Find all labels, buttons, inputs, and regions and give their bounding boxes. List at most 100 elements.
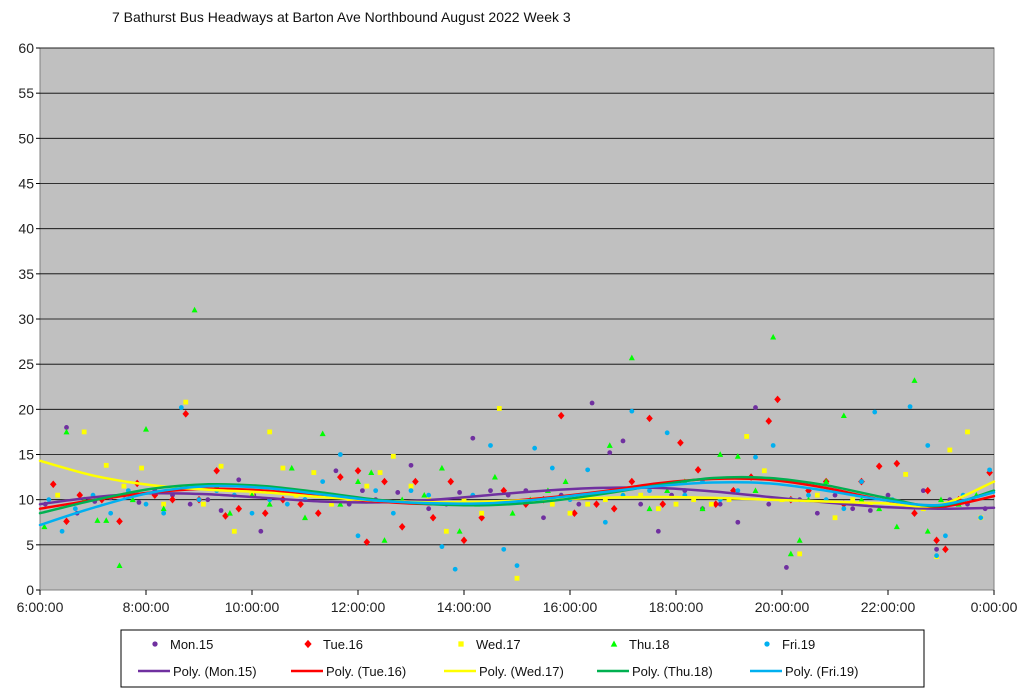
data-point: [191, 306, 198, 313]
data-point: [607, 450, 613, 456]
y-tick-label: 55: [18, 85, 34, 101]
data-point: [284, 501, 290, 507]
data-point: [832, 515, 838, 521]
data-point: [116, 517, 123, 526]
data-point: [655, 528, 661, 534]
data-point: [421, 491, 428, 498]
data-point: [858, 496, 865, 503]
legend-item: Poly. (Wed.17): [444, 664, 564, 679]
data-point: [924, 528, 931, 534]
data-point: [320, 479, 326, 484]
data-point: [549, 501, 555, 507]
legend-item: Thu.18: [610, 637, 669, 652]
legend-item: Poly. (Thu.18): [597, 664, 713, 679]
data-point: [258, 528, 264, 534]
data-point: [766, 501, 772, 507]
data-point: [182, 410, 190, 418]
data-point: [646, 414, 653, 423]
data-point: [606, 442, 613, 448]
y-tick-label: 15: [18, 447, 34, 463]
data-point: [673, 501, 679, 507]
data-point: [677, 438, 684, 447]
data-point: [903, 471, 909, 477]
data-point: [907, 404, 913, 410]
data-point: [390, 453, 396, 459]
data-point: [302, 514, 308, 521]
data-point: [311, 470, 317, 475]
data-point: [841, 506, 847, 512]
data-point: [850, 497, 856, 503]
legend-label: Thu.18: [629, 637, 669, 652]
data-point: [447, 477, 455, 486]
legend-label: Poly. (Fri.19): [785, 664, 858, 679]
data-point: [395, 490, 401, 495]
data-point: [978, 515, 984, 521]
data-point: [280, 465, 286, 471]
data-point: [456, 528, 463, 534]
data-point: [377, 470, 383, 475]
data-point: [942, 545, 949, 554]
data-point: [319, 430, 326, 437]
data-point: [567, 510, 573, 516]
data-point: [655, 506, 661, 512]
data-point: [850, 506, 856, 512]
data-point: [59, 528, 65, 534]
data-point: [875, 462, 883, 471]
data-point: [236, 477, 242, 483]
x-tick-label: 18:00:00: [649, 599, 704, 615]
data-point: [55, 492, 61, 498]
data-point: [774, 395, 781, 404]
data-point: [557, 411, 565, 420]
data-point: [562, 478, 569, 484]
data-point: [160, 505, 167, 512]
data-point: [699, 505, 706, 512]
y-tick-label: 30: [18, 311, 34, 327]
data-point: [81, 429, 87, 435]
data-point: [63, 517, 70, 526]
data-point: [408, 488, 414, 494]
data-point: [761, 468, 767, 474]
data-point: [514, 575, 520, 581]
data-point: [49, 480, 57, 489]
data-point: [213, 466, 220, 475]
data-point: [143, 501, 149, 507]
data-point: [628, 477, 636, 486]
legend-label: Poly. (Thu.18): [632, 664, 713, 679]
data-point: [491, 473, 498, 480]
data-point: [460, 536, 468, 545]
data-point: [196, 497, 202, 503]
data-point: [965, 429, 970, 435]
data-point: [859, 479, 864, 484]
data-point: [266, 500, 273, 507]
data-point: [408, 462, 414, 468]
y-tick-label: 35: [18, 266, 34, 282]
legend-label: Mon.15: [170, 637, 213, 652]
data-point: [629, 408, 635, 414]
data-point: [708, 501, 714, 507]
data-point: [638, 501, 644, 507]
data-point: [752, 487, 759, 494]
data-point: [806, 492, 811, 498]
data-point: [753, 454, 758, 460]
data-point: [116, 562, 123, 569]
data-point: [885, 492, 891, 498]
legend-item: Tue.16: [304, 637, 363, 652]
data-point: [443, 528, 449, 534]
data-point: [610, 504, 618, 513]
data-point: [514, 563, 520, 569]
x-tick-label: 20:00:00: [755, 599, 810, 615]
data-point: [924, 486, 932, 495]
data-point: [541, 515, 546, 521]
data-point: [712, 500, 720, 508]
data-point: [840, 412, 847, 419]
data-point: [169, 495, 176, 504]
data-point: [354, 466, 362, 475]
data-point: [814, 510, 820, 516]
data-point: [64, 425, 69, 430]
data-point: [363, 538, 371, 546]
data-point: [911, 509, 918, 518]
legend-label: Poly. (Mon.15): [173, 664, 257, 679]
data-point: [333, 468, 339, 474]
x-axis: 6:00:00 8:00:00 10:00:00 12:00:00 14:00:00 16…: [17, 590, 1018, 615]
y-axis: 0 5 10 15 20 25 30 35 40 45 50 55 60: [18, 40, 40, 598]
